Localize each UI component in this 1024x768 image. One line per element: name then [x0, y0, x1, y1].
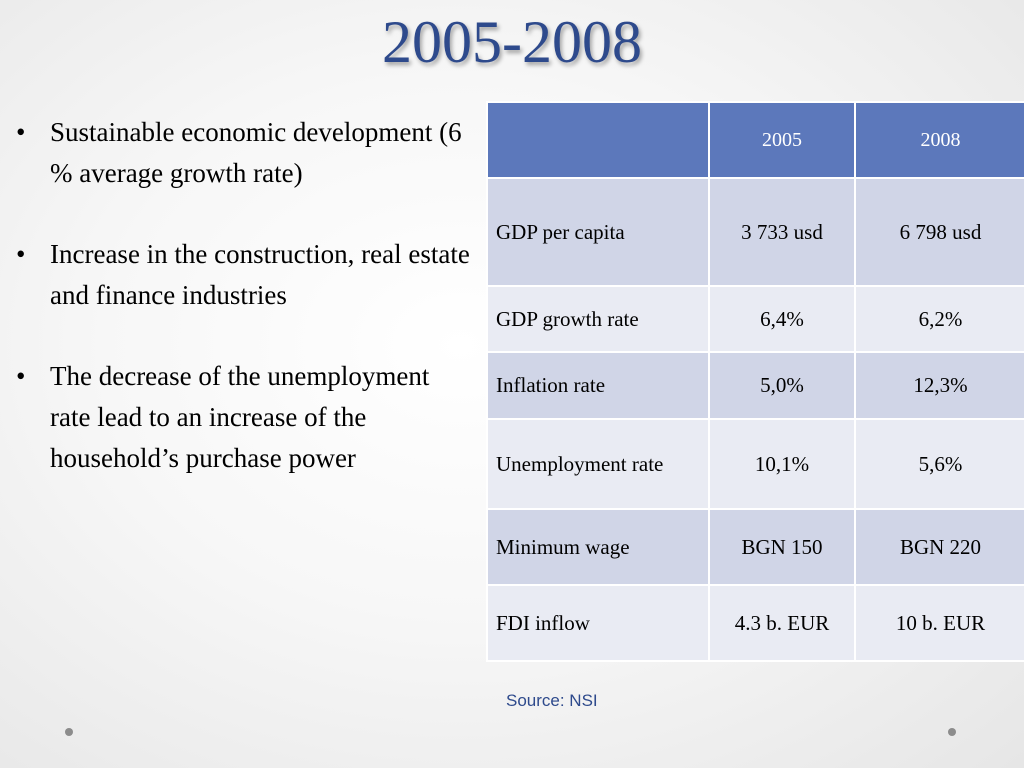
bullet-text: Sustainable economic development (6 % av…: [50, 117, 462, 188]
bullet-list: • Sustainable economic development (6 % …: [14, 112, 470, 519]
cell-2008: BGN 220: [854, 508, 1024, 586]
cell-2005: 4.3 b. EUR: [708, 584, 856, 662]
bullet-icon: •: [16, 239, 26, 269]
row-label: Unemployment rate: [486, 418, 710, 510]
table-header-row: 2005 2008: [486, 101, 1024, 179]
table-row: FDI inflow 4.3 b. EUR 10 b. EUR: [486, 584, 1024, 662]
cell-2008: 10 b. EUR: [854, 584, 1024, 662]
bullet-icon: •: [16, 361, 26, 391]
table-row: GDP growth rate 6,4% 6,2%: [486, 285, 1024, 353]
source-note: Source: NSI: [506, 691, 598, 710]
table-row: Inflation rate 5,0% 12,3%: [486, 351, 1024, 420]
table-row: GDP per capita 3 733 usd 6 798 usd: [486, 177, 1024, 287]
row-label: GDP per capita: [486, 177, 710, 287]
bullet-icon: •: [16, 117, 26, 147]
row-label: FDI inflow: [486, 584, 710, 662]
row-label: Minimum wage: [486, 508, 710, 586]
bullet-item: • Increase in the construction, real est…: [14, 234, 470, 316]
right-corner-dot: [948, 728, 956, 736]
cell-2005: 3 733 usd: [708, 177, 856, 287]
header-cell-empty: [486, 101, 710, 179]
cell-2008: 5,6%: [854, 418, 1024, 510]
cell-2005: BGN 150: [708, 508, 856, 586]
cell-2005: 10,1%: [708, 418, 856, 510]
bullet-item: • The decrease of the unemployment rate …: [14, 356, 470, 479]
table-row: Unemployment rate 10,1% 5,6%: [486, 418, 1024, 510]
header-cell-2005: 2005: [708, 101, 856, 179]
row-label: GDP growth rate: [486, 285, 710, 353]
slide-title: 2005-2008: [382, 9, 642, 75]
cell-2008: 6,2%: [854, 285, 1024, 353]
bullet-text: Increase in the construction, real estat…: [50, 239, 470, 310]
left-corner-dot: [65, 728, 73, 736]
cell-2008: 6 798 usd: [854, 177, 1024, 287]
table-row: Minimum wage BGN 150 BGN 220: [486, 508, 1024, 586]
bullet-item: • Sustainable economic development (6 % …: [14, 112, 470, 194]
cell-2005: 5,0%: [708, 351, 856, 420]
header-cell-2008: 2008: [854, 101, 1024, 179]
economic-indicators-table: 2005 2008 GDP per capita 3 733 usd 6 798…: [486, 101, 1024, 662]
bullet-text: The decrease of the unemployment rate le…: [50, 361, 430, 473]
cell-2008: 12,3%: [854, 351, 1024, 420]
cell-2005: 6,4%: [708, 285, 856, 353]
row-label: Inflation rate: [486, 351, 710, 420]
